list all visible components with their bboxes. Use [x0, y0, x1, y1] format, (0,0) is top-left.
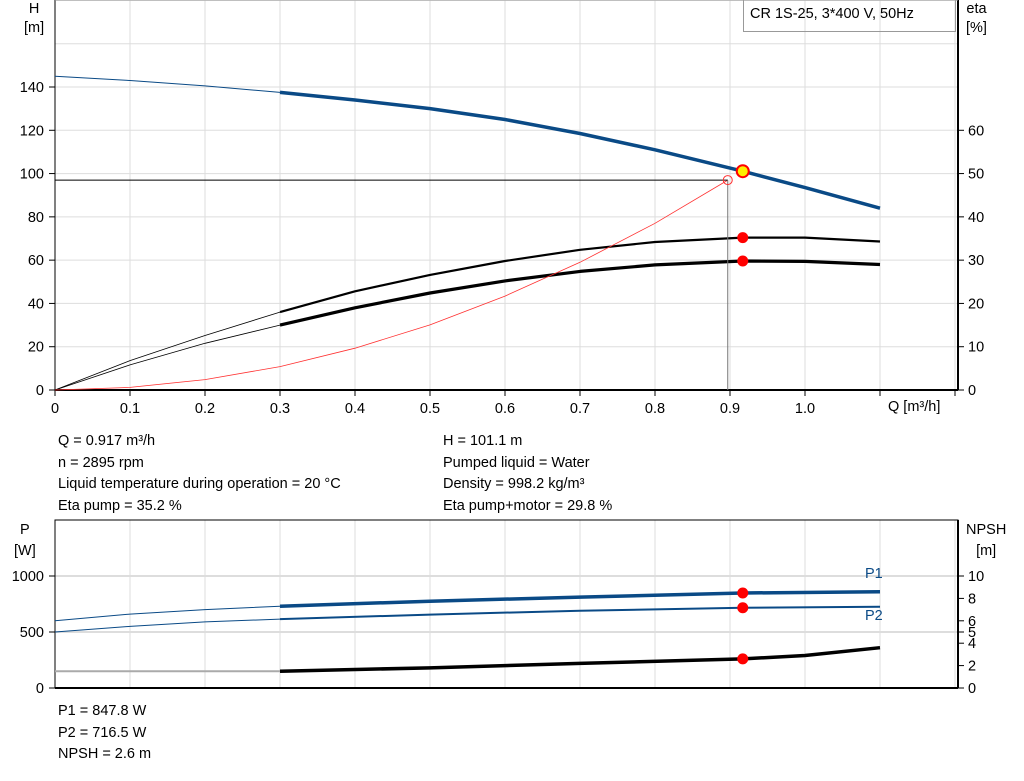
y-axis-left-label: H [m] — [24, 1, 45, 36]
x-axis-label: Q [m³/h] — [888, 399, 941, 415]
y-tick-label-right: 60 — [968, 123, 984, 139]
y-tick-label-left: 60 — [28, 253, 44, 269]
eta-pump-motor-curve — [279, 259, 881, 327]
npsh-curve — [279, 645, 881, 673]
x-tick-label: 0.5 — [420, 401, 440, 417]
flow-value: Q = 0.917 m³/h — [58, 433, 156, 449]
power-tick-label: 500 — [20, 625, 44, 641]
x-tick-label: 0.4 — [345, 401, 365, 417]
y-tick-label-left: 120 — [20, 123, 44, 139]
x-tick-label: 0.2 — [195, 401, 215, 417]
x-tick-label: 0.6 — [495, 401, 515, 417]
y-tick-label-left: 100 — [20, 167, 44, 183]
power-tick-label: 1000 — [12, 569, 44, 585]
npsh-axis-label: NPSH [m] — [966, 522, 1007, 559]
temperature-value: Liquid temperature during operation = 20… — [58, 476, 341, 492]
power-axis-label: P [W] — [14, 522, 36, 559]
y-axis-right-label: eta [%] — [966, 1, 987, 36]
npsh-tick-label: 4 — [968, 636, 976, 652]
head-curve — [279, 90, 881, 210]
speed-value: n = 2895 rpm — [58, 454, 144, 471]
eta-pump-curve — [279, 236, 881, 314]
y-tick-label-right: 40 — [968, 210, 984, 226]
y-tick-label-left: 140 — [20, 80, 44, 96]
eta-pump-curve-extrapolated — [54, 311, 281, 391]
npsh-tick-label: 0 — [968, 681, 976, 697]
p1-curve — [279, 589, 881, 608]
npsh-tick-label: 5 — [968, 625, 976, 641]
npsh-marker — [737, 653, 749, 665]
y-tick-label-left: 80 — [28, 210, 44, 226]
duty-point-marker — [722, 175, 733, 186]
head-value: H = 101.1 m — [443, 433, 523, 449]
density-value: Density = 998.2 kg/m³ — [443, 476, 585, 492]
x-tick-label: 0.3 — [270, 401, 290, 417]
npsh-value: NPSH = 2.6 m — [58, 746, 152, 762]
y-tick-label-right: 50 — [968, 167, 984, 183]
power-tick-label: 0 — [36, 681, 44, 697]
x-tick-label: 0.7 — [570, 401, 590, 417]
p2-curve — [279, 605, 881, 621]
y-tick-label-left: 20 — [28, 340, 44, 356]
y-tick-label-right: 30 — [968, 253, 984, 269]
y-tick-label-right: 10 — [968, 340, 984, 356]
p1-marker — [737, 587, 749, 599]
power-info: P1 = 847.8 W P2 = 716.5 W NPSH = 2.6 m — [58, 701, 151, 766]
npsh-tick-label: 6 — [968, 614, 976, 630]
npsh-tick-label: 2 — [968, 659, 976, 675]
y-tick-label-right: 20 — [968, 296, 984, 312]
p2-value: P2 = 716.5 W — [58, 724, 147, 741]
y-tick-label-left: 40 — [28, 296, 44, 312]
x-tick-label: 0.8 — [645, 401, 665, 417]
head-curve-extrapolated — [54, 75, 281, 93]
p1-value: P1 = 847.8 W — [58, 703, 147, 719]
operating-point-marker — [735, 164, 750, 179]
p1-series-label: P1 — [865, 566, 883, 582]
p2-marker — [737, 602, 749, 614]
eta-pump-motor-value: Eta pump+motor = 29.8 % — [443, 497, 613, 514]
x-tick-label: 0 — [51, 401, 59, 417]
p2-series-label: P2 — [865, 608, 883, 624]
p2-curve-extrapolated — [54, 618, 281, 633]
power-plot-frame — [54, 519, 959, 689]
eta-pump-motor-marker — [737, 255, 749, 267]
npsh-tick-label: 8 — [968, 591, 976, 607]
legend-box: CR 1S-25, 3*400 V, 50Hz — [743, 0, 956, 32]
x-tick-label: 1.0 — [795, 401, 815, 417]
x-tick-label: 0.1 — [120, 401, 140, 417]
y-tick-label-right: 0 — [968, 383, 976, 399]
x-tick-label: 0.9 — [720, 401, 740, 417]
eta-pump-motor-curve-extrapolated — [54, 324, 281, 391]
info-left: Q = 0.917 m³/h n = 2895 rpm Liquid tempe… — [58, 431, 341, 517]
eta-pump-marker — [737, 232, 749, 244]
info-right: H = 101.1 m Pumped liquid = Water Densit… — [443, 431, 612, 517]
system-curve — [54, 179, 729, 391]
npsh-tick-label: 10 — [968, 569, 984, 585]
liquid-value: Pumped liquid = Water — [443, 454, 590, 471]
p1-curve-extrapolated — [54, 605, 281, 622]
y-tick-label-left: 0 — [36, 383, 44, 399]
eta-pump-value: Eta pump = 35.2 % — [58, 497, 182, 514]
